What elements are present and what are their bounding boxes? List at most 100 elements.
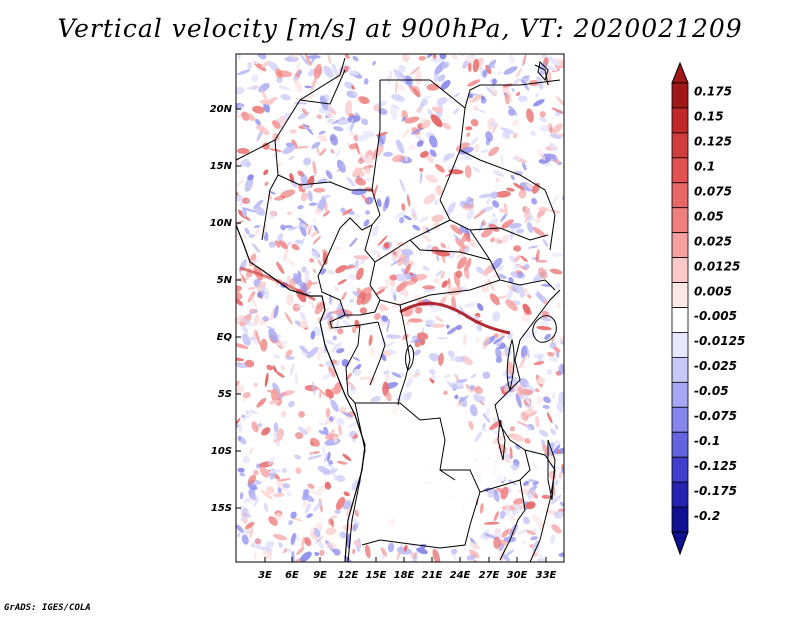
field-blob	[500, 127, 515, 134]
field-blob	[537, 376, 546, 385]
field-blob	[442, 122, 452, 130]
field-blob	[260, 338, 268, 352]
field-blob	[436, 254, 440, 262]
field-blob	[353, 368, 361, 377]
field-blob	[307, 454, 323, 460]
field-blob	[237, 436, 247, 445]
field-blob	[495, 237, 501, 243]
field-blob	[454, 394, 459, 400]
field-blob	[517, 283, 525, 298]
field-blob	[304, 503, 312, 514]
field-blob	[237, 532, 241, 538]
field-blob	[291, 139, 298, 149]
field-blob	[478, 193, 494, 199]
field-blob	[368, 334, 373, 347]
field-blob	[252, 105, 265, 114]
field-blob	[307, 489, 322, 496]
field-blob	[251, 421, 259, 433]
field-blob	[539, 62, 548, 71]
field-blob	[551, 334, 556, 344]
field-blob	[353, 255, 370, 260]
field-blob	[406, 194, 411, 207]
field-blob	[341, 359, 349, 367]
field-blob	[304, 85, 312, 89]
field-blob	[276, 168, 285, 179]
field-blob	[241, 534, 249, 545]
field-blob	[449, 355, 455, 362]
field-blob	[271, 120, 281, 129]
lon-label: 27E	[479, 570, 500, 581]
field-blob	[282, 144, 296, 155]
field-blob	[335, 119, 350, 125]
field-blob	[510, 174, 515, 181]
field-blob	[555, 283, 561, 289]
field-blob	[444, 374, 451, 378]
field-blob	[242, 392, 251, 399]
field-blob	[244, 177, 254, 192]
field-blob	[318, 430, 325, 435]
field-blob	[319, 148, 327, 157]
field-blob	[336, 159, 346, 173]
field-blob	[431, 246, 440, 255]
field-blob	[337, 279, 347, 285]
field-blob	[353, 136, 358, 142]
colorbar-label: 0.025	[694, 234, 732, 248]
field-blob	[322, 210, 330, 217]
field-blob	[548, 66, 558, 72]
colorbar-swatch	[671, 257, 689, 283]
field-blob	[369, 347, 376, 358]
field-blob	[250, 492, 257, 501]
field-blob	[270, 388, 279, 403]
field-blob	[316, 346, 324, 361]
field-blob	[310, 330, 316, 340]
field-blob	[304, 54, 312, 67]
field-blob	[465, 126, 473, 131]
field-blob	[242, 234, 247, 239]
lon-label: 24E	[450, 570, 471, 581]
field-blob	[477, 303, 484, 311]
field-blob	[236, 194, 243, 202]
field-blob	[489, 293, 500, 306]
field-blob	[512, 133, 518, 139]
field-blob	[342, 319, 351, 327]
field-blob	[481, 272, 488, 277]
colorbar-swatch	[671, 307, 689, 333]
field-blob	[236, 385, 245, 395]
field-blob	[280, 189, 296, 198]
field-blob	[288, 226, 297, 231]
field-blob	[350, 436, 357, 443]
lat-label: 10N	[210, 218, 233, 229]
field-blob	[277, 478, 291, 482]
field-blob	[333, 382, 342, 395]
field-blob	[531, 514, 544, 525]
field-blob	[242, 497, 251, 504]
field-blob	[459, 156, 475, 160]
field-blob	[458, 147, 474, 155]
field-blob	[556, 401, 564, 413]
calm-region	[355, 398, 505, 545]
field-blob	[339, 406, 347, 414]
field-blob	[454, 280, 461, 290]
field-blob	[352, 522, 359, 532]
field-blob	[340, 207, 346, 213]
field-blob	[327, 54, 332, 64]
field-blob	[376, 198, 382, 208]
field-blob	[501, 529, 509, 538]
field-blob	[251, 243, 261, 253]
field-blob	[441, 280, 448, 288]
field-blob	[423, 193, 436, 205]
field-blob	[535, 293, 548, 302]
colorbar-label: -0.125	[694, 459, 737, 473]
field-blob	[419, 216, 429, 223]
field-blob	[469, 384, 475, 391]
field-blob	[342, 523, 356, 531]
field-blob	[397, 84, 406, 91]
field-blob	[346, 176, 356, 187]
field-blob	[380, 547, 387, 557]
field-blob	[401, 109, 409, 121]
colorbar-label: -0.175	[694, 484, 737, 498]
field-blob	[263, 502, 269, 512]
field-blob	[532, 226, 546, 238]
field-blob	[541, 54, 547, 59]
field-blob	[314, 207, 322, 215]
